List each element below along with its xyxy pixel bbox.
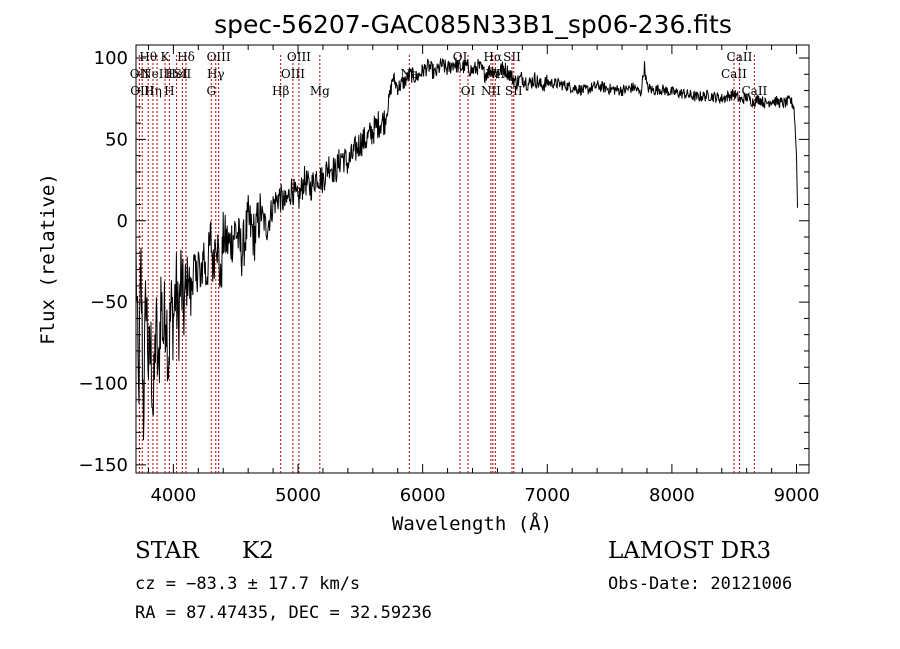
line-marker-label: CaII xyxy=(721,67,747,81)
x-tick-label: 5000 xyxy=(275,485,321,506)
line-marker-label: Hθ xyxy=(139,50,157,64)
line-marker-label: Hβ xyxy=(272,84,289,98)
line-marker-label: H xyxy=(164,84,174,98)
line-marker-label: Mg xyxy=(310,84,330,98)
line-marker-label: Hγ xyxy=(207,67,225,81)
line-marker-label: NII xyxy=(481,84,501,98)
y-tick-label: 50 xyxy=(105,129,128,150)
y-tick-label: −150 xyxy=(79,455,128,476)
x-axis-label: Wavelength (Å) xyxy=(392,512,552,535)
line-marker-label: NeIII xyxy=(141,67,173,81)
line-marker-label: Hη xyxy=(144,84,162,98)
y-tick-label: 100 xyxy=(94,48,128,69)
x-tick-label: 6000 xyxy=(400,485,446,506)
ra-dec-coordinates: RA = 87.47435, DEC = 32.59236 xyxy=(135,603,432,623)
line-marker-label: G xyxy=(206,84,216,98)
line-marker-label: HeI xyxy=(165,67,188,81)
y-tick-label: −100 xyxy=(79,373,128,394)
flux-series-line xyxy=(135,57,798,441)
line-marker-label: SII xyxy=(503,50,521,64)
observation-date: Obs-Date: 20121006 xyxy=(608,574,793,594)
object-class: STAR xyxy=(135,538,199,564)
line-marker-label: OIII xyxy=(287,50,311,64)
object-subclass: K2 xyxy=(242,538,274,564)
line-marker-label: OIII xyxy=(281,67,305,81)
line-marker-label: Hα xyxy=(484,50,503,64)
x-tick-label: 4000 xyxy=(150,485,196,506)
x-tick-label: 9000 xyxy=(774,485,820,506)
y-tick-label: −50 xyxy=(90,292,128,313)
y-axis-ticks: −150 −100 −50 0 50 100 xyxy=(79,48,809,476)
y-axis-label: Flux (relative) xyxy=(37,173,59,345)
line-marker-label: OI xyxy=(461,84,476,98)
plot-frame xyxy=(135,44,810,474)
redshift-velocity: cz = −83.3 ± 17.7 km/s xyxy=(135,574,361,594)
line-marker-label: Hδ xyxy=(177,50,195,64)
line-marker-label: SII xyxy=(174,67,192,81)
emission-line-markers: OIIOIIIHθHηNeIIIKHHeIHδSIIGHγOIIIHβOIIIO… xyxy=(130,50,768,473)
chart-title: spec-56207-GAC085N33B1_sp06-236.fits xyxy=(214,10,732,39)
line-marker-label: OIII xyxy=(207,50,231,64)
x-tick-label: 7000 xyxy=(524,485,570,506)
line-marker-label: SII xyxy=(505,84,523,98)
line-marker-label: K xyxy=(161,50,171,64)
y-tick-label: 0 xyxy=(117,211,128,232)
line-marker-label: CaII xyxy=(727,50,753,64)
x-axis-ticks: 4000 5000 6000 7000 8000 9000 xyxy=(147,45,820,506)
x-tick-label: 8000 xyxy=(649,485,695,506)
survey-name: LAMOST DR3 xyxy=(608,538,772,564)
